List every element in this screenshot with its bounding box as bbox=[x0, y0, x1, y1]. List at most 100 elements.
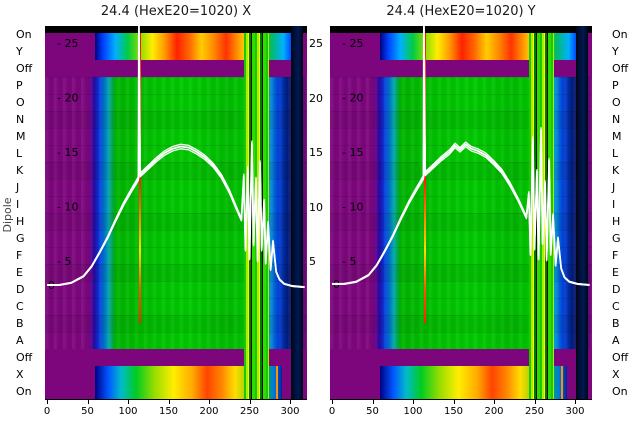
dipole-row-label-left: J bbox=[16, 180, 20, 194]
heatmap-dark-column bbox=[291, 26, 303, 399]
inner-value-tick: - 10 bbox=[342, 201, 363, 214]
plot-title-y: 24.4 (HexE20=1020) Y bbox=[386, 4, 536, 19]
plot-title-x: 24.4 (HexE20=1020) X bbox=[100, 4, 252, 19]
dipole-row-label-right: Off bbox=[612, 61, 629, 75]
dipole-row-label-left: G bbox=[16, 231, 25, 245]
dipole-row-label-left: Off bbox=[16, 61, 33, 75]
beam-profile-overlay-y: - 25- 20- 15- 10- 50 bbox=[332, 26, 590, 291]
x-tick-mark bbox=[453, 400, 455, 404]
x-tick-mark bbox=[534, 400, 536, 404]
dipole-row-label-right: N bbox=[612, 112, 621, 126]
dipole-row-label-right: E bbox=[612, 265, 619, 279]
inner-value-tick: - 5 bbox=[57, 255, 71, 268]
dipole-row-label-left: A bbox=[16, 333, 24, 347]
inner-value-tick: - 15 bbox=[342, 146, 363, 159]
value-tick-label: 20 bbox=[309, 91, 323, 105]
dipole-row-label-right: B bbox=[612, 316, 620, 330]
x-tick-mark bbox=[87, 400, 89, 404]
x-tick-mark bbox=[168, 400, 170, 404]
dipole-row-label-right: On bbox=[612, 27, 628, 41]
x-tick-label: 100 bbox=[118, 406, 138, 417]
x-tick-label: 200 bbox=[199, 406, 219, 417]
dipole-row-label-right: X bbox=[612, 367, 620, 381]
x-tick-mark bbox=[249, 400, 251, 404]
inner-value-tick: - 5 bbox=[342, 255, 356, 268]
x-tick-mark bbox=[494, 400, 495, 404]
inner-value-tick: - 20 bbox=[342, 92, 363, 105]
dipole-row-label-left: N bbox=[16, 112, 25, 126]
heatmap-orange-tick bbox=[276, 366, 278, 399]
heatmap-orange-tick bbox=[561, 366, 563, 399]
x-tick-label: 0 bbox=[328, 406, 336, 417]
x-tick-label: 200 bbox=[484, 406, 504, 417]
inner-value-tick: - 20 bbox=[57, 92, 78, 105]
value-tick-label: 25 bbox=[309, 37, 323, 50]
x-tick-mark bbox=[47, 400, 48, 404]
dipole-row-label-left: C bbox=[16, 299, 24, 313]
dipole-row-label-left: K bbox=[16, 163, 24, 177]
x-tick-label: 150 bbox=[158, 406, 179, 417]
dipole-row-label-right: J bbox=[612, 180, 616, 194]
value-tick-label: 15 bbox=[309, 146, 323, 159]
dipole-row-label-right: G bbox=[612, 231, 621, 245]
x-tick-mark bbox=[413, 400, 414, 404]
y-axis-label: Dipole bbox=[1, 197, 14, 233]
dipole-row-label-right: H bbox=[612, 214, 621, 228]
beam-profile-trace bbox=[332, 26, 590, 286]
heatmap-dark-column bbox=[576, 26, 588, 399]
x-tick-label: 50 bbox=[366, 406, 379, 417]
heatmap-red-line bbox=[139, 33, 141, 323]
dipole-row-label-left: M bbox=[16, 129, 26, 143]
dipole-row-label-left: P bbox=[16, 78, 23, 92]
dipole-row-label-right: Y bbox=[612, 44, 619, 58]
dipole-row-label-left: L bbox=[16, 146, 23, 160]
x-tick-mark bbox=[332, 400, 333, 404]
x-tick-label: 100 bbox=[403, 406, 423, 417]
dipole-row-label-left: O bbox=[16, 95, 25, 109]
x-tick-label: 300 bbox=[565, 406, 585, 417]
dipole-row-label-right: Off bbox=[612, 350, 629, 364]
dipole-row-label-right: D bbox=[612, 282, 621, 296]
dipole-row-label-right: M bbox=[612, 129, 622, 143]
dipole-row-label-left: I bbox=[16, 197, 20, 211]
x-tick-mark bbox=[128, 400, 129, 404]
x-tick-label: 0 bbox=[43, 406, 51, 417]
heatmap-top-black-band bbox=[330, 26, 592, 33]
dipole-row-label-right: P bbox=[612, 78, 619, 92]
dipole-row-label-left: On bbox=[16, 384, 32, 398]
dipole-row-label-right: I bbox=[612, 197, 616, 211]
dipole-row-label-left: B bbox=[16, 316, 24, 330]
inner-value-tick: - 25 bbox=[57, 37, 78, 50]
dipole-row-label-left: On bbox=[16, 27, 32, 41]
beam-profile-trace bbox=[47, 26, 305, 289]
dipole-row-label-left: D bbox=[16, 282, 25, 296]
inner-value-tick: - 25 bbox=[342, 37, 363, 50]
x-tick-mark bbox=[372, 400, 374, 404]
dipole-row-label-right: A bbox=[612, 333, 620, 347]
dipole-row-label-right: On bbox=[612, 384, 628, 398]
dipole-row-label-left: Y bbox=[16, 44, 23, 58]
x-tick-label: 250 bbox=[239, 406, 260, 417]
x-tick-mark bbox=[575, 400, 576, 404]
dipole-row-label-right: C bbox=[612, 299, 620, 313]
value-tick-label: 10 bbox=[309, 200, 323, 214]
x-tick-label: 50 bbox=[81, 406, 94, 417]
dipole-row-label-right: O bbox=[612, 95, 621, 109]
x-tick-label: 250 bbox=[524, 406, 545, 417]
heatmap-top-black-band bbox=[45, 26, 307, 33]
dipole-row-label-left: F bbox=[16, 248, 23, 262]
x-tick-label: 300 bbox=[280, 406, 300, 417]
dipole-row-label-left: X bbox=[16, 367, 24, 381]
x-tick-mark bbox=[209, 400, 210, 404]
dipole-row-label-right: K bbox=[612, 163, 620, 177]
value-tick-label: 5 bbox=[309, 255, 316, 268]
inner-value-tick: - 15 bbox=[57, 146, 78, 159]
dipole-row-label-right: L bbox=[612, 146, 619, 160]
dipole-row-label-left: E bbox=[16, 265, 23, 279]
dipole-row-label-left: Off bbox=[16, 350, 33, 364]
x-tick-label: 150 bbox=[443, 406, 464, 417]
dipole-row-label-right: F bbox=[612, 248, 619, 262]
